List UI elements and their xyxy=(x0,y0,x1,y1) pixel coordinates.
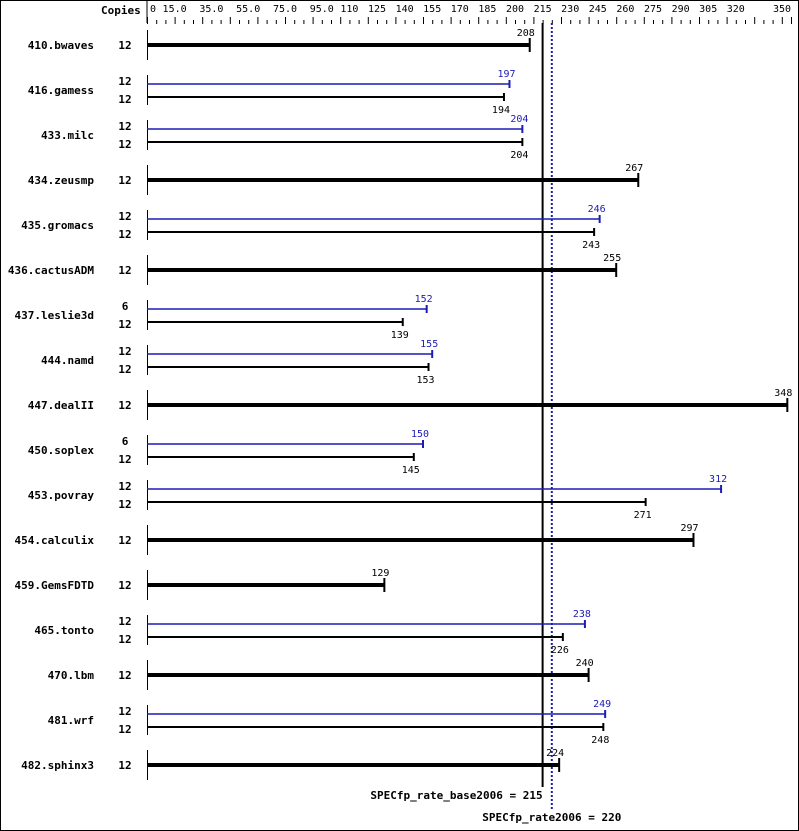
tick-label: 245 xyxy=(589,4,607,15)
peak-value-label: 197 xyxy=(497,69,515,80)
peak-value-label: 204 xyxy=(510,114,528,125)
base-copies: 12 xyxy=(118,228,131,241)
base-value-label: 255 xyxy=(603,253,621,264)
base-value-label: 240 xyxy=(576,658,594,669)
base-copies: 12 xyxy=(118,534,131,547)
peak-value-label: 238 xyxy=(573,609,591,620)
base-value-label: 267 xyxy=(625,163,643,174)
base-copies: 12 xyxy=(118,723,131,736)
base-value-label: 194 xyxy=(492,105,510,116)
base-copies: 12 xyxy=(118,759,131,772)
benchmark-name: 433.milc xyxy=(41,129,94,142)
tick-label: 260 xyxy=(616,4,634,15)
base-value-label: 129 xyxy=(371,568,389,579)
base-value-label: 204 xyxy=(510,150,528,161)
peak-copies: 12 xyxy=(118,615,131,628)
peak-copies: 12 xyxy=(118,120,131,133)
base-value-label: 248 xyxy=(591,735,609,746)
benchmark-name: 436.cactusADM xyxy=(8,264,94,277)
base-copies: 12 xyxy=(118,93,131,106)
tick-label: 275 xyxy=(644,4,662,15)
peak-value-label: 249 xyxy=(593,699,611,710)
benchmark-name: 453.povray xyxy=(28,489,95,502)
base-copies: 12 xyxy=(118,39,131,52)
benchmark-name: 470.lbm xyxy=(48,669,95,682)
base-value-label: 153 xyxy=(416,375,434,386)
base-copies: 12 xyxy=(118,318,131,331)
peak-copies: 6 xyxy=(122,300,129,313)
benchmark-name: 465.tonto xyxy=(34,624,94,637)
peak-value-label: 155 xyxy=(420,339,438,350)
tick-label: 320 xyxy=(727,4,745,15)
benchmark-name: 435.gromacs xyxy=(21,219,94,232)
tick-label: 170 xyxy=(451,4,469,15)
benchmark-name: 437.leslie3d xyxy=(15,309,94,322)
base-value-label: 243 xyxy=(582,240,600,251)
peak-value-label: 312 xyxy=(709,474,727,485)
base-copies: 12 xyxy=(118,174,131,187)
benchmark-name: 447.dealII xyxy=(28,399,94,412)
peak-value-label: 246 xyxy=(588,204,606,215)
tick-label: 230 xyxy=(561,4,579,15)
peak-value-label: 150 xyxy=(411,429,429,440)
base-value-label: 226 xyxy=(551,645,569,656)
base-copies: 12 xyxy=(118,453,131,466)
base-value-label: 271 xyxy=(634,510,652,521)
tick-label: 55.0 xyxy=(236,4,260,15)
benchmark-name: 410.bwaves xyxy=(28,39,94,52)
peak-copies: 12 xyxy=(118,210,131,223)
copies-header: Copies xyxy=(101,4,141,17)
benchmark-name: 481.wrf xyxy=(48,714,94,727)
benchmark-name: 482.sphinx3 xyxy=(21,759,94,772)
tick-label: 95.0 xyxy=(310,4,334,15)
base-copies: 12 xyxy=(118,633,131,646)
tick-label: 35.0 xyxy=(199,4,223,15)
tick-label: 215 xyxy=(534,4,552,15)
peak-copies: 12 xyxy=(118,345,131,358)
peak-score-label: SPECfp_rate2006 = 220 xyxy=(482,811,621,824)
benchmark-name: 434.zeusmp xyxy=(28,174,95,187)
tick-label: 200 xyxy=(506,4,524,15)
benchmark-name: 450.soplex xyxy=(28,444,95,457)
base-score-label: SPECfp_rate_base2006 = 215 xyxy=(370,789,542,802)
tick-label: 110 xyxy=(340,4,358,15)
base-value-label: 145 xyxy=(402,465,420,476)
tick-label: 185 xyxy=(478,4,496,15)
base-copies: 12 xyxy=(118,579,131,592)
base-copies: 12 xyxy=(118,399,131,412)
base-copies: 12 xyxy=(118,264,131,277)
benchmark-name: 454.calculix xyxy=(15,534,95,547)
base-value-label: 297 xyxy=(680,523,698,534)
benchmark-name: 416.gamess xyxy=(28,84,94,97)
benchmark-name: 444.namd xyxy=(41,354,94,367)
tick-label: 290 xyxy=(672,4,690,15)
base-copies: 12 xyxy=(118,363,131,376)
peak-copies: 12 xyxy=(118,705,131,718)
tick-label: 15.0 xyxy=(163,4,187,15)
tick-label: 350 xyxy=(773,4,791,15)
base-value-label: 208 xyxy=(517,28,535,39)
tick-label: 155 xyxy=(423,4,441,15)
tick-label: 0 xyxy=(150,4,156,15)
base-copies: 12 xyxy=(118,138,131,151)
tick-label: 125 xyxy=(368,4,386,15)
tick-label: 140 xyxy=(396,4,414,15)
base-value-label: 139 xyxy=(391,330,409,341)
peak-copies: 12 xyxy=(118,480,131,493)
tick-label: 75.0 xyxy=(273,4,297,15)
base-value-label: 348 xyxy=(774,388,792,399)
peak-copies: 6 xyxy=(122,435,129,448)
peak-copies: 12 xyxy=(118,75,131,88)
base-value-label: 224 xyxy=(546,748,564,759)
base-copies: 12 xyxy=(118,498,131,511)
base-copies: 12 xyxy=(118,669,131,682)
peak-value-label: 152 xyxy=(415,294,433,305)
tick-label: 305 xyxy=(699,4,717,15)
benchmark-name: 459.GemsFDTD xyxy=(15,579,95,592)
